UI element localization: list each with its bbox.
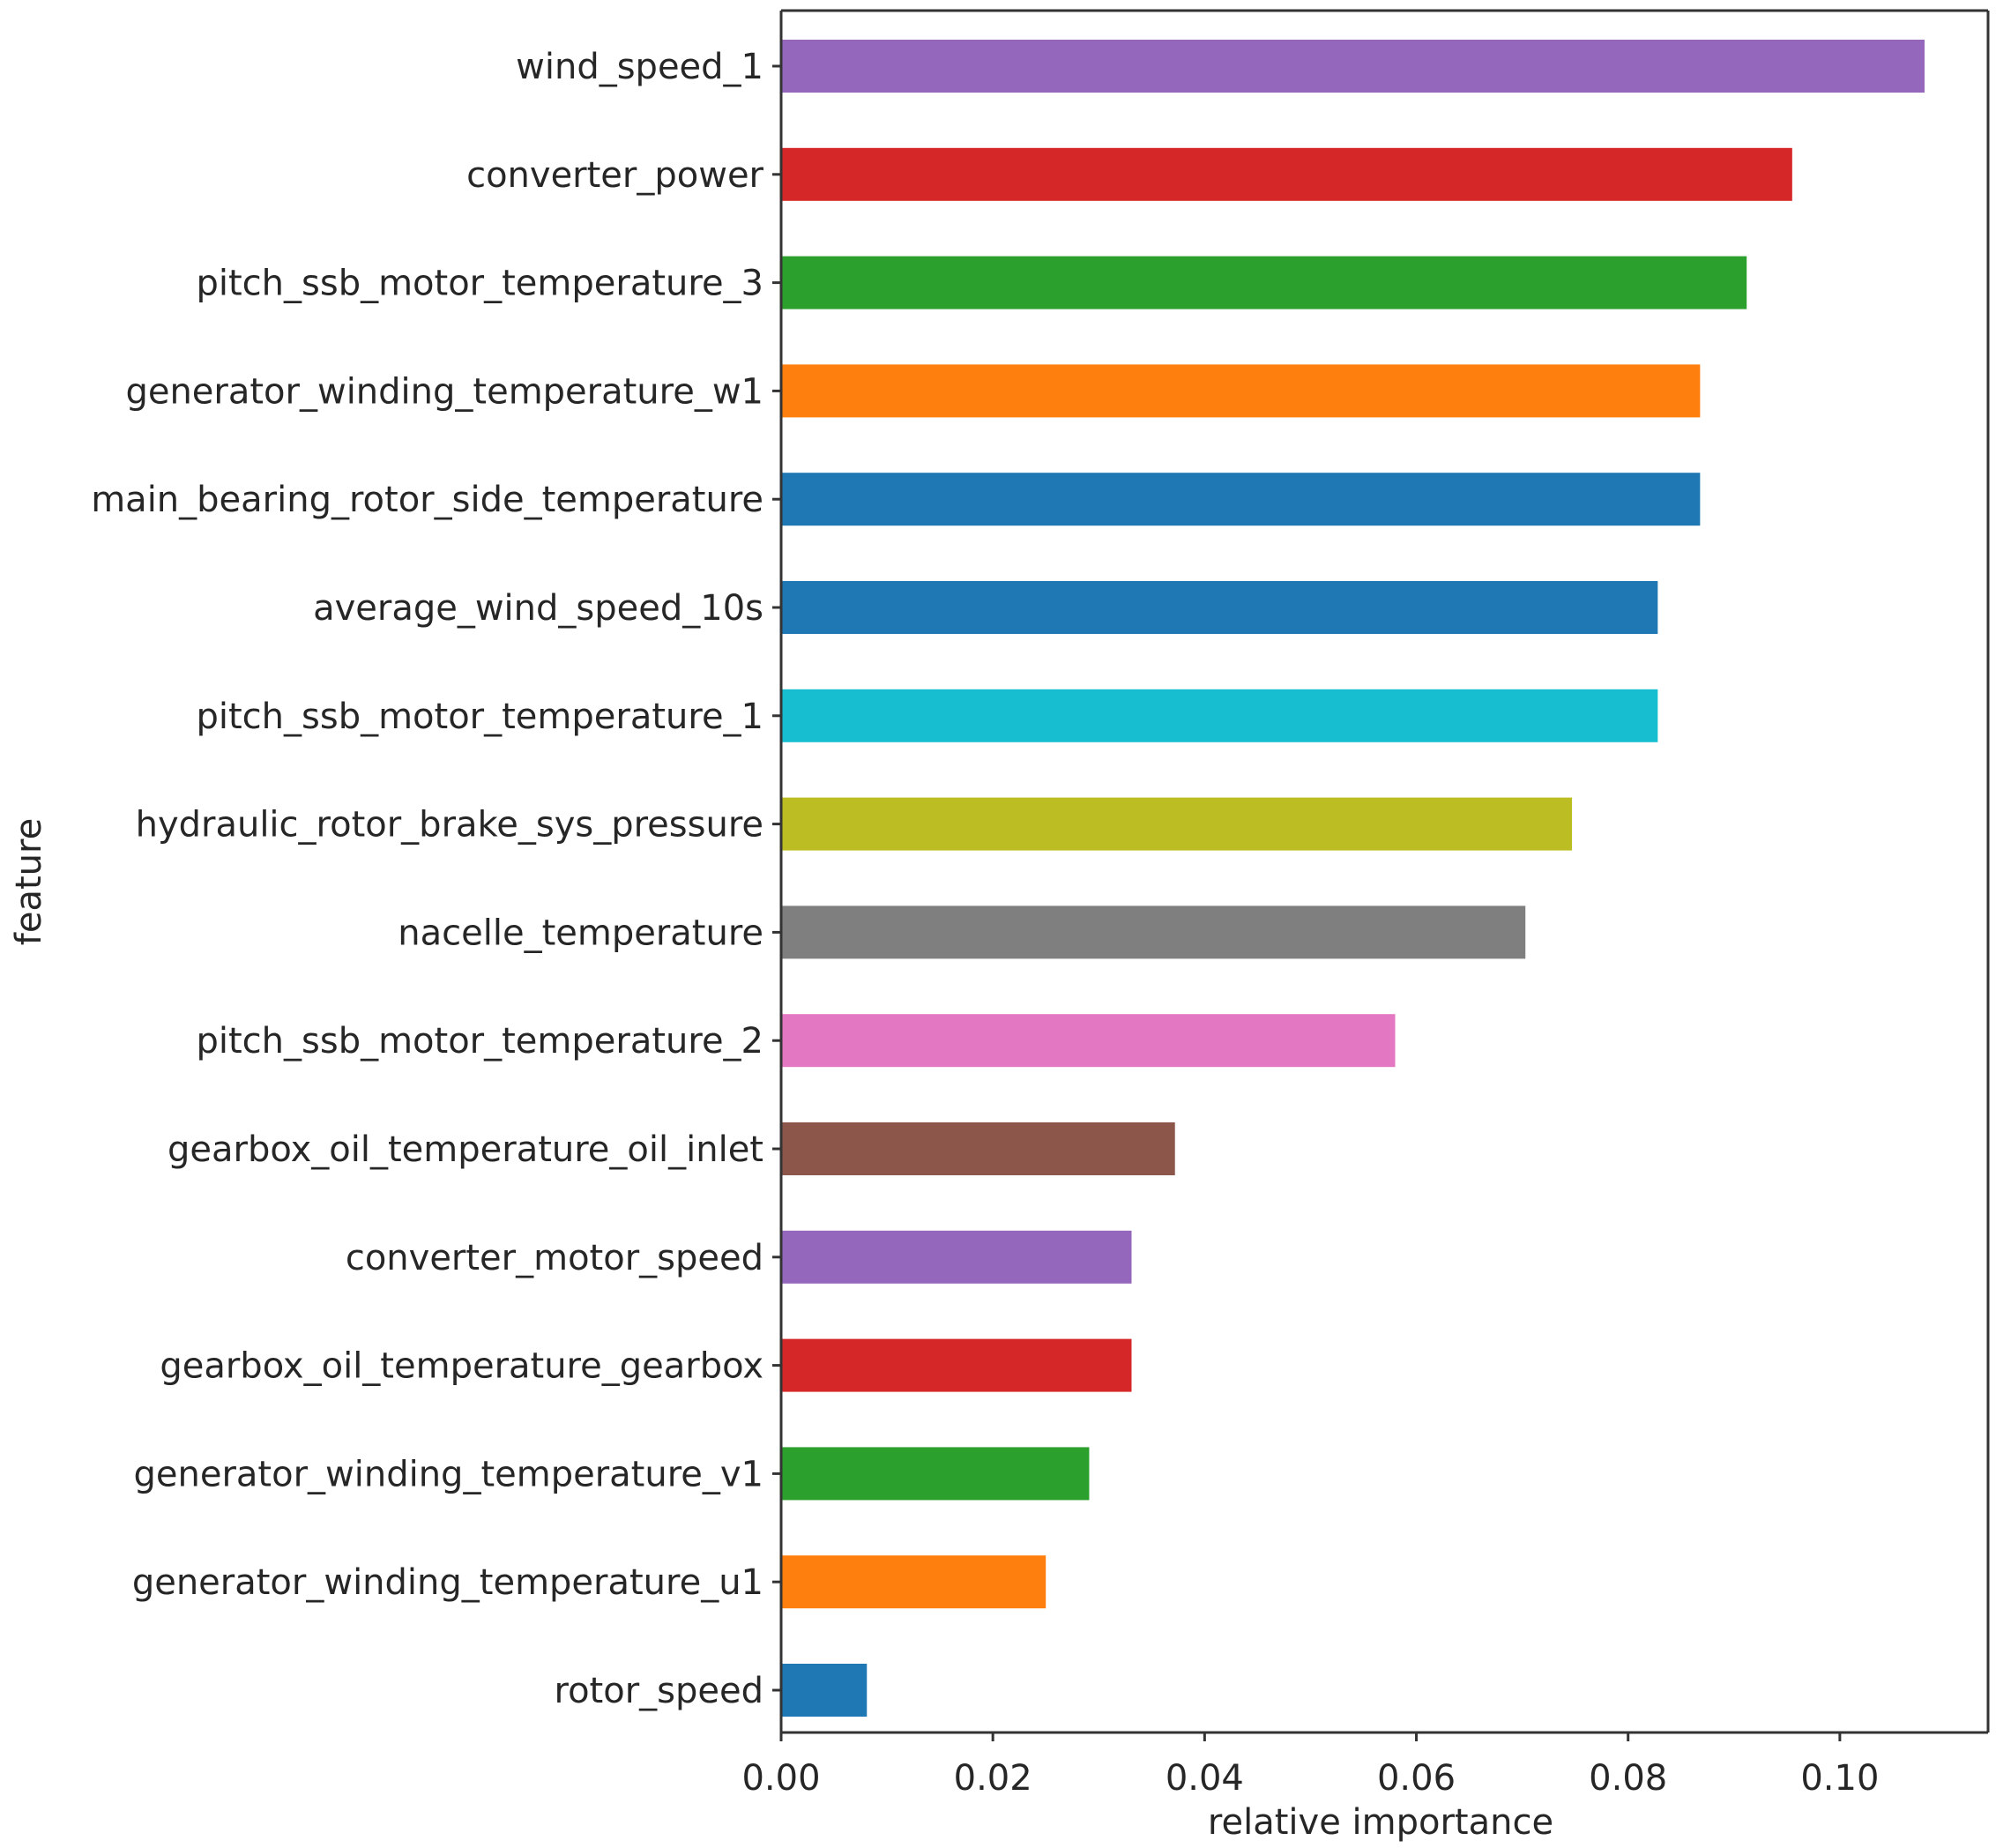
bar-pitch-ssb-motor-temperature-1	[781, 689, 1658, 742]
bar-average-wind-speed-10s	[781, 581, 1658, 634]
y-tick-label: generator_winding_temperature_w1	[125, 371, 763, 412]
y-axis-label: feature	[9, 818, 49, 945]
bar-main-bearing-rotor-side-temperature	[781, 473, 1701, 526]
y-tick-label: hydraulic_rotor_brake_sys_pressure	[136, 805, 763, 846]
bars-group	[781, 40, 1925, 1717]
bar-generator-winding-temperature-w1	[781, 364, 1701, 418]
x-tick-label: 0.08	[1589, 1758, 1667, 1799]
bar-gearbox-oil-temperature-gearbox	[781, 1338, 1132, 1392]
y-tick-label: converter_motor_speed	[346, 1238, 763, 1278]
y-tick-labels: wind_speed_1 converter_power pitch_ssb_mot…	[91, 47, 781, 1711]
bar-gearbox-oil-temperature-oil-inlet	[781, 1122, 1175, 1175]
y-tick-label: rotor_speed	[555, 1671, 763, 1711]
y-tick-label: average_wind_speed_10s	[313, 588, 763, 629]
bar-pitch-ssb-motor-temperature-2	[781, 1014, 1396, 1068]
bar-rotor-speed	[781, 1664, 868, 1717]
y-tick-label: pitch_ssb_motor_temperature_2	[196, 1021, 763, 1062]
x-tick-label: 0.06	[1377, 1758, 1456, 1799]
bar-converter-power	[781, 147, 1792, 201]
y-tick-label: generator_winding_temperature_u1	[132, 1562, 763, 1603]
x-tick-label: 0.10	[1800, 1758, 1879, 1799]
y-tick-label: pitch_ssb_motor_temperature_3	[196, 264, 763, 304]
bar-nacelle-temperature	[781, 905, 1526, 959]
bar-generator-winding-temperature-u1	[781, 1555, 1046, 1609]
bar-generator-winding-temperature-v1	[781, 1447, 1090, 1501]
y-tick-label: converter_power	[466, 155, 763, 196]
y-tick-label: gearbox_oil_temperature_oil_inlet	[168, 1129, 763, 1170]
bar-wind-speed-1	[781, 40, 1925, 93]
y-tick-label: wind_speed_1	[516, 47, 763, 87]
x-axis-label: relative importance	[1208, 1802, 1553, 1843]
x-ticks: 0.00 0.02 0.04 0.06 0.08 0.10	[741, 1732, 1879, 1799]
bar-pitch-ssb-motor-temperature-3	[781, 256, 1747, 309]
bar-converter-motor-speed	[781, 1230, 1132, 1284]
x-tick-label: 0.02	[954, 1758, 1032, 1799]
bar-hydraulic-rotor-brake-sys-pressure	[781, 797, 1573, 851]
y-tick-label: main_bearing_rotor_side_temperature	[91, 480, 763, 520]
y-tick-label: generator_winding_temperature_v1	[134, 1454, 764, 1494]
x-tick-label: 0.00	[741, 1758, 820, 1799]
y-tick-label: nacelle_temperature	[398, 913, 763, 953]
y-tick-label: gearbox_oil_temperature_gearbox	[160, 1346, 763, 1387]
y-tick-label: pitch_ssb_motor_temperature_1	[196, 697, 763, 737]
x-tick-label: 0.04	[1166, 1758, 1244, 1799]
